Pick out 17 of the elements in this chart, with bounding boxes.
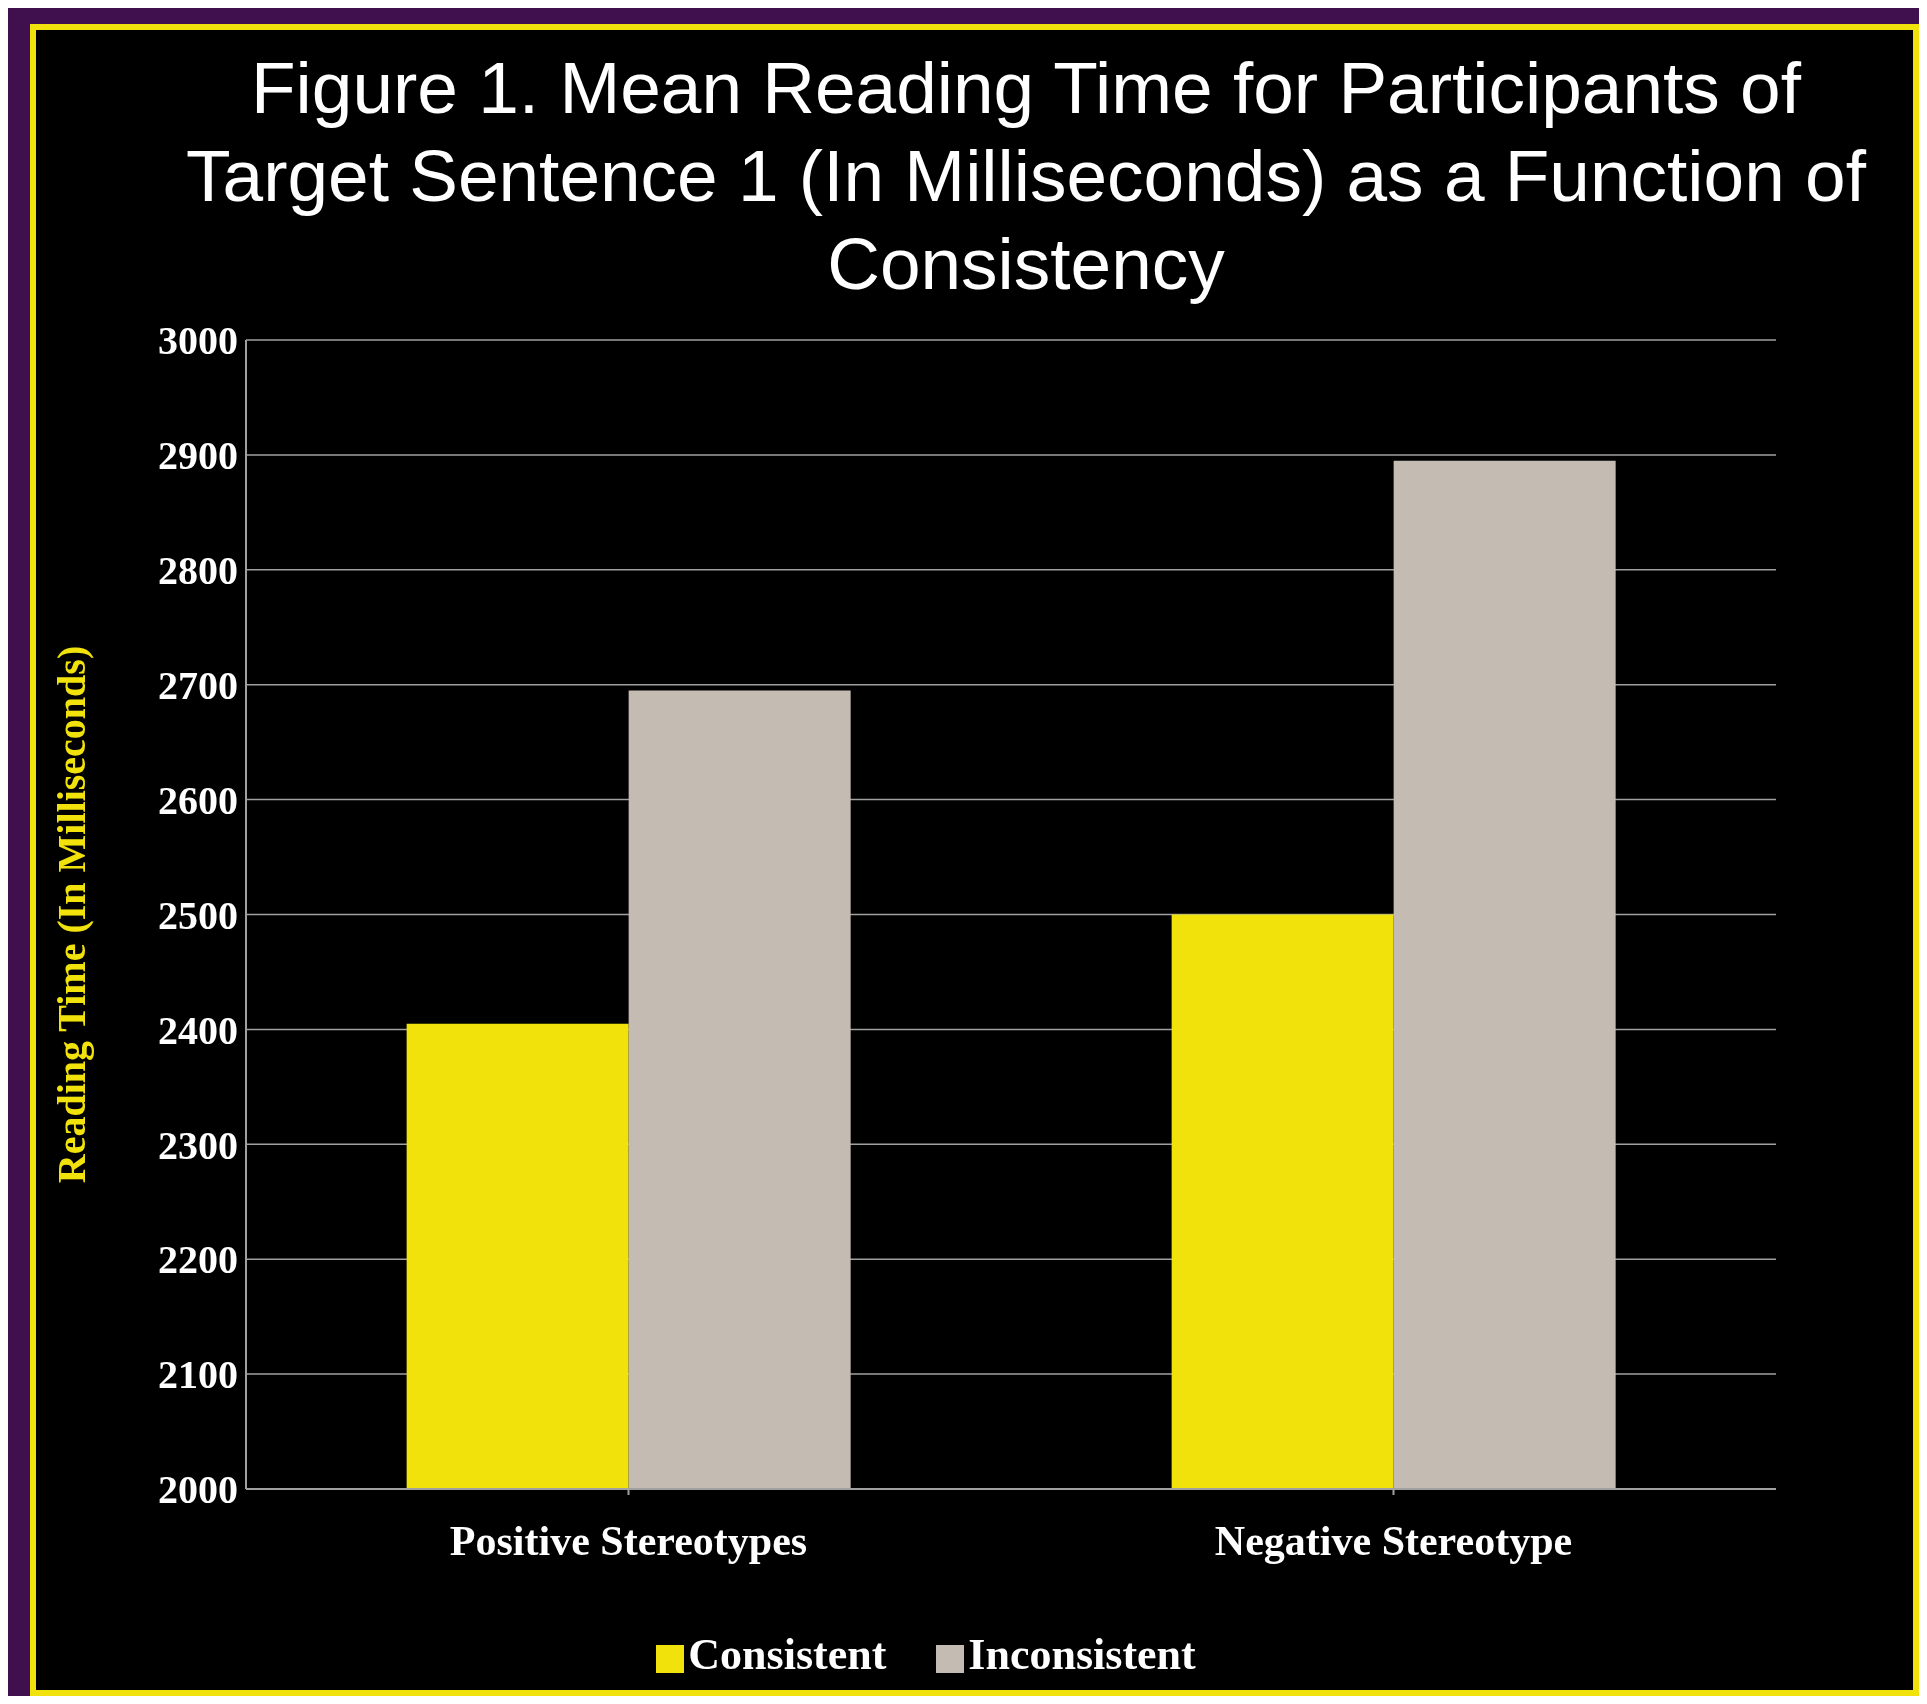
y-tick-label: 2700 <box>158 662 238 708</box>
y-tick-label: 2000 <box>158 1467 238 1513</box>
x-tick-label: Positive Stereotypes <box>449 1517 808 1564</box>
y-tick-label: 2300 <box>158 1122 238 1168</box>
y-tick-label: 3000 <box>158 318 238 364</box>
chart-title: Figure 1. Mean Reading Time for Participants of Target Sentence 1 (In Milliseconds) as a Function of Consistency <box>185 46 1867 306</box>
y-tick-label: 2400 <box>158 1007 238 1053</box>
y-tick-label: 2800 <box>158 548 238 593</box>
y-tick-label: 2900 <box>158 433 238 479</box>
y-tick-label: 2100 <box>158 1352 238 1398</box>
x-tick-label: Negative Stereotype <box>1214 1517 1573 1564</box>
y-tick-label: 2600 <box>158 777 238 823</box>
legend-label: Inconsistent <box>968 1630 1196 1679</box>
y-tick-label: 2200 <box>158 1237 238 1283</box>
y-tick-label: 2500 <box>158 892 238 938</box>
legend-label: Consistent <box>688 1630 887 1679</box>
y-axis-title: Reading Time (In Milliseconds) <box>49 645 95 1184</box>
